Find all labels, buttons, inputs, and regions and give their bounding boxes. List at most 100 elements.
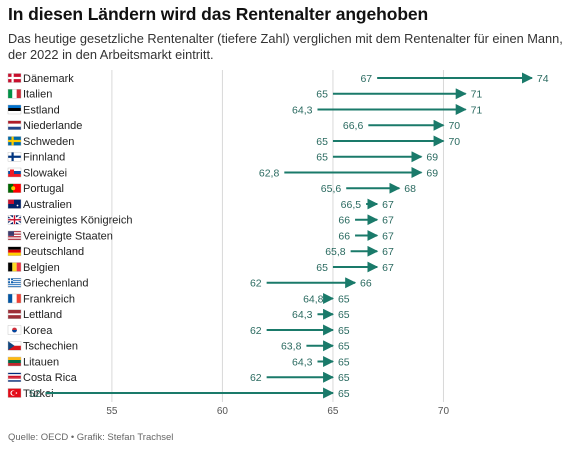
to-value-label: 67 (382, 262, 394, 274)
from-value-label: 62 (250, 372, 262, 384)
to-value-label: 65 (338, 356, 350, 368)
to-value-label: 70 (448, 136, 460, 148)
flag-sk-icon (7, 167, 22, 178)
from-value-label: 65 (316, 89, 328, 101)
row-it: Italien 65 71 (7, 88, 482, 101)
to-value-label: 67 (382, 246, 394, 258)
country-label: Schweden (23, 136, 74, 148)
to-value-label: 66 (360, 278, 372, 290)
from-value-label: 62,8 (259, 167, 280, 179)
chart-title: In diesen Ländern wird das Rentenalter a… (8, 4, 429, 24)
to-value-label: 69 (426, 152, 438, 164)
row-nl: Niederlande 66,6 70 (7, 119, 460, 132)
country-label: Korea (23, 325, 53, 337)
country-label: Costa Rica (23, 372, 78, 384)
from-value-label: 62 (250, 325, 262, 337)
flag-kr-icon (7, 325, 22, 335)
chart-subtitle: Das heutige gesetzliche Rentenalter (tie… (8, 31, 563, 62)
flag-de-icon (7, 246, 22, 256)
from-value-label: 65,6 (321, 183, 342, 195)
flag-lv-icon (7, 309, 22, 319)
row-se: Schweden 65 70 (7, 135, 460, 148)
country-label: Lettland (23, 309, 62, 321)
to-value-label: 67 (382, 199, 394, 211)
flag-dk-icon (7, 73, 22, 83)
row-gb: Vereinigtes Königreich 66 67 (7, 214, 394, 227)
flag-se-icon (7, 136, 22, 146)
country-label: Vereinigtes Königreich (23, 215, 132, 227)
x-grid: 55 60 65 70 (106, 70, 449, 417)
country-label: Australien (23, 199, 72, 211)
from-value-label: 66,5 (341, 199, 362, 211)
row-gr: Griechenland 62 66 (7, 277, 372, 290)
from-value-label: 67 (360, 73, 372, 85)
row-de: Deutschland 65,8 67 (7, 245, 394, 258)
x-tick-label: 55 (106, 406, 118, 417)
country-label: Tschechien (23, 341, 78, 353)
from-value-label: 64,3 (292, 104, 313, 116)
country-label: Griechenland (23, 278, 88, 290)
country-label: Türkei (23, 388, 54, 400)
to-value-label: 71 (471, 104, 483, 116)
country-label: Dänemark (23, 73, 74, 85)
country-label: Vereinigte Staaten (23, 230, 113, 242)
from-value-label: 62 (250, 278, 262, 290)
to-value-label: 67 (382, 215, 394, 227)
flag-cz-icon (7, 341, 22, 351)
from-value-label: 66,6 (343, 120, 364, 132)
flag-au-icon (7, 199, 22, 209)
to-value-label: 65 (338, 341, 350, 353)
country-label: Finnland (23, 152, 65, 164)
row-kr: Korea 62 65 (7, 324, 350, 337)
country-label: Deutschland (23, 246, 84, 258)
from-value-label: 65,8 (325, 246, 346, 258)
from-value-label: 63,8 (281, 341, 302, 353)
country-label: Niederlande (23, 120, 82, 132)
flag-fr-icon (7, 293, 22, 304)
country-label: Frankreich (23, 293, 75, 305)
flag-it-icon (7, 89, 22, 99)
to-value-label: 65 (338, 372, 350, 384)
flag-pt-icon (7, 183, 22, 193)
row-ee: Estland 64,3 71 (7, 104, 483, 116)
flag-nl-icon (7, 120, 22, 130)
country-label: Estland (23, 104, 60, 116)
flag-be-icon (7, 262, 22, 272)
flag-lt-icon (7, 356, 22, 367)
from-value-label: 66 (338, 215, 350, 227)
row-cr: Costa Rica 62 65 (7, 371, 350, 384)
flag-fi-icon (7, 152, 22, 162)
from-value-label: 66 (338, 230, 350, 242)
row-pt: Portugal 65,6 68 (7, 182, 416, 195)
to-value-label: 65 (338, 388, 350, 400)
to-value-label: 74 (537, 73, 549, 85)
row-lv: Lettland 64,3 65 (7, 308, 350, 321)
to-value-label: 69 (426, 167, 438, 179)
from-value-label: 64,3 (292, 309, 313, 321)
flag-us-icon (7, 230, 22, 241)
from-value-label: 52 (29, 388, 41, 400)
to-value-label: 65 (338, 325, 350, 337)
flag-gb-icon (7, 214, 22, 225)
x-tick-label: 65 (327, 406, 339, 417)
flag-ee-icon (7, 104, 22, 115)
to-value-label: 67 (382, 230, 394, 242)
flag-cr-icon (7, 372, 22, 382)
row-au: Australien 66,5 67 (7, 198, 394, 211)
from-value-label: 65 (316, 262, 328, 274)
from-value-label: 64,8 (303, 293, 324, 305)
flag-gr-icon (7, 278, 22, 288)
row-us: Vereinigte Staaten 66 67 (7, 230, 394, 242)
row-be: Belgien 65 67 (7, 261, 394, 274)
flag-tr-icon (7, 388, 22, 398)
from-value-label: 65 (316, 136, 328, 148)
source-credit: Quelle: OECD • Grafik: Stefan Trachsel (8, 432, 174, 443)
country-label: Litauen (23, 356, 59, 368)
country-label: Slowakei (23, 167, 67, 179)
x-tick-label: 70 (438, 406, 450, 417)
from-value-label: 64,3 (292, 356, 313, 368)
country-label: Portugal (23, 183, 64, 195)
row-fi: Finnland 65 69 (7, 151, 438, 164)
